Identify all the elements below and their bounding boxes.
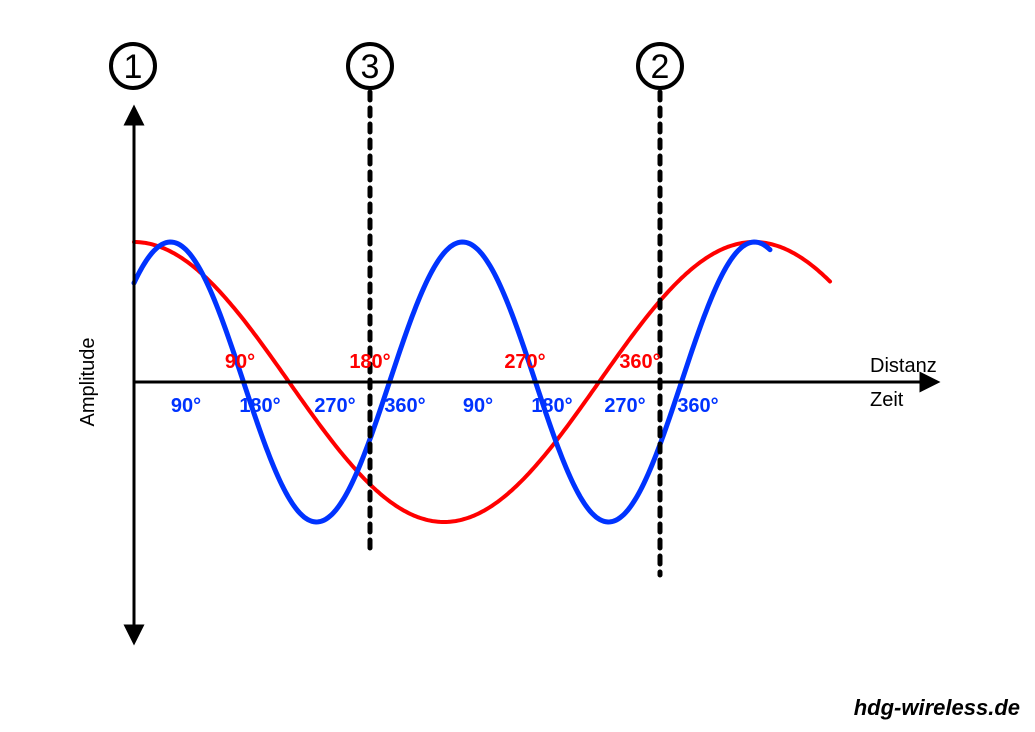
tick-blue-0: 90° [171,395,201,417]
tick-blue-3: 360° [384,395,425,417]
x-axis-label-top: Distanz [870,355,937,377]
tick-red-3: 360° [619,351,660,373]
y-axis-label: Amplitude [77,338,99,427]
x-axis-label-bottom: Zeit [870,389,904,411]
tick-blue-6: 270° [604,395,645,417]
marker-label-3: 3 [361,48,380,86]
tick-blue-7: 360° [677,395,718,417]
tick-blue-1: 180° [239,395,280,417]
watermark: hdg-wireless.de [854,695,1020,720]
tick-blue-4: 90° [463,395,493,417]
marker-label-2: 2 [651,48,670,86]
wave-diagram: Amplitude Distanz Zeit 90° 180° 270° 360° 90° 18… [0,0,1035,732]
tick-red-2: 270° [504,351,545,373]
marker-label-1: 1 [124,48,143,86]
tick-blue-5: 180° [531,395,572,417]
tick-red-1: 180° [349,351,390,373]
tick-blue-2: 270° [314,395,355,417]
tick-red-0: 90° [225,351,255,373]
